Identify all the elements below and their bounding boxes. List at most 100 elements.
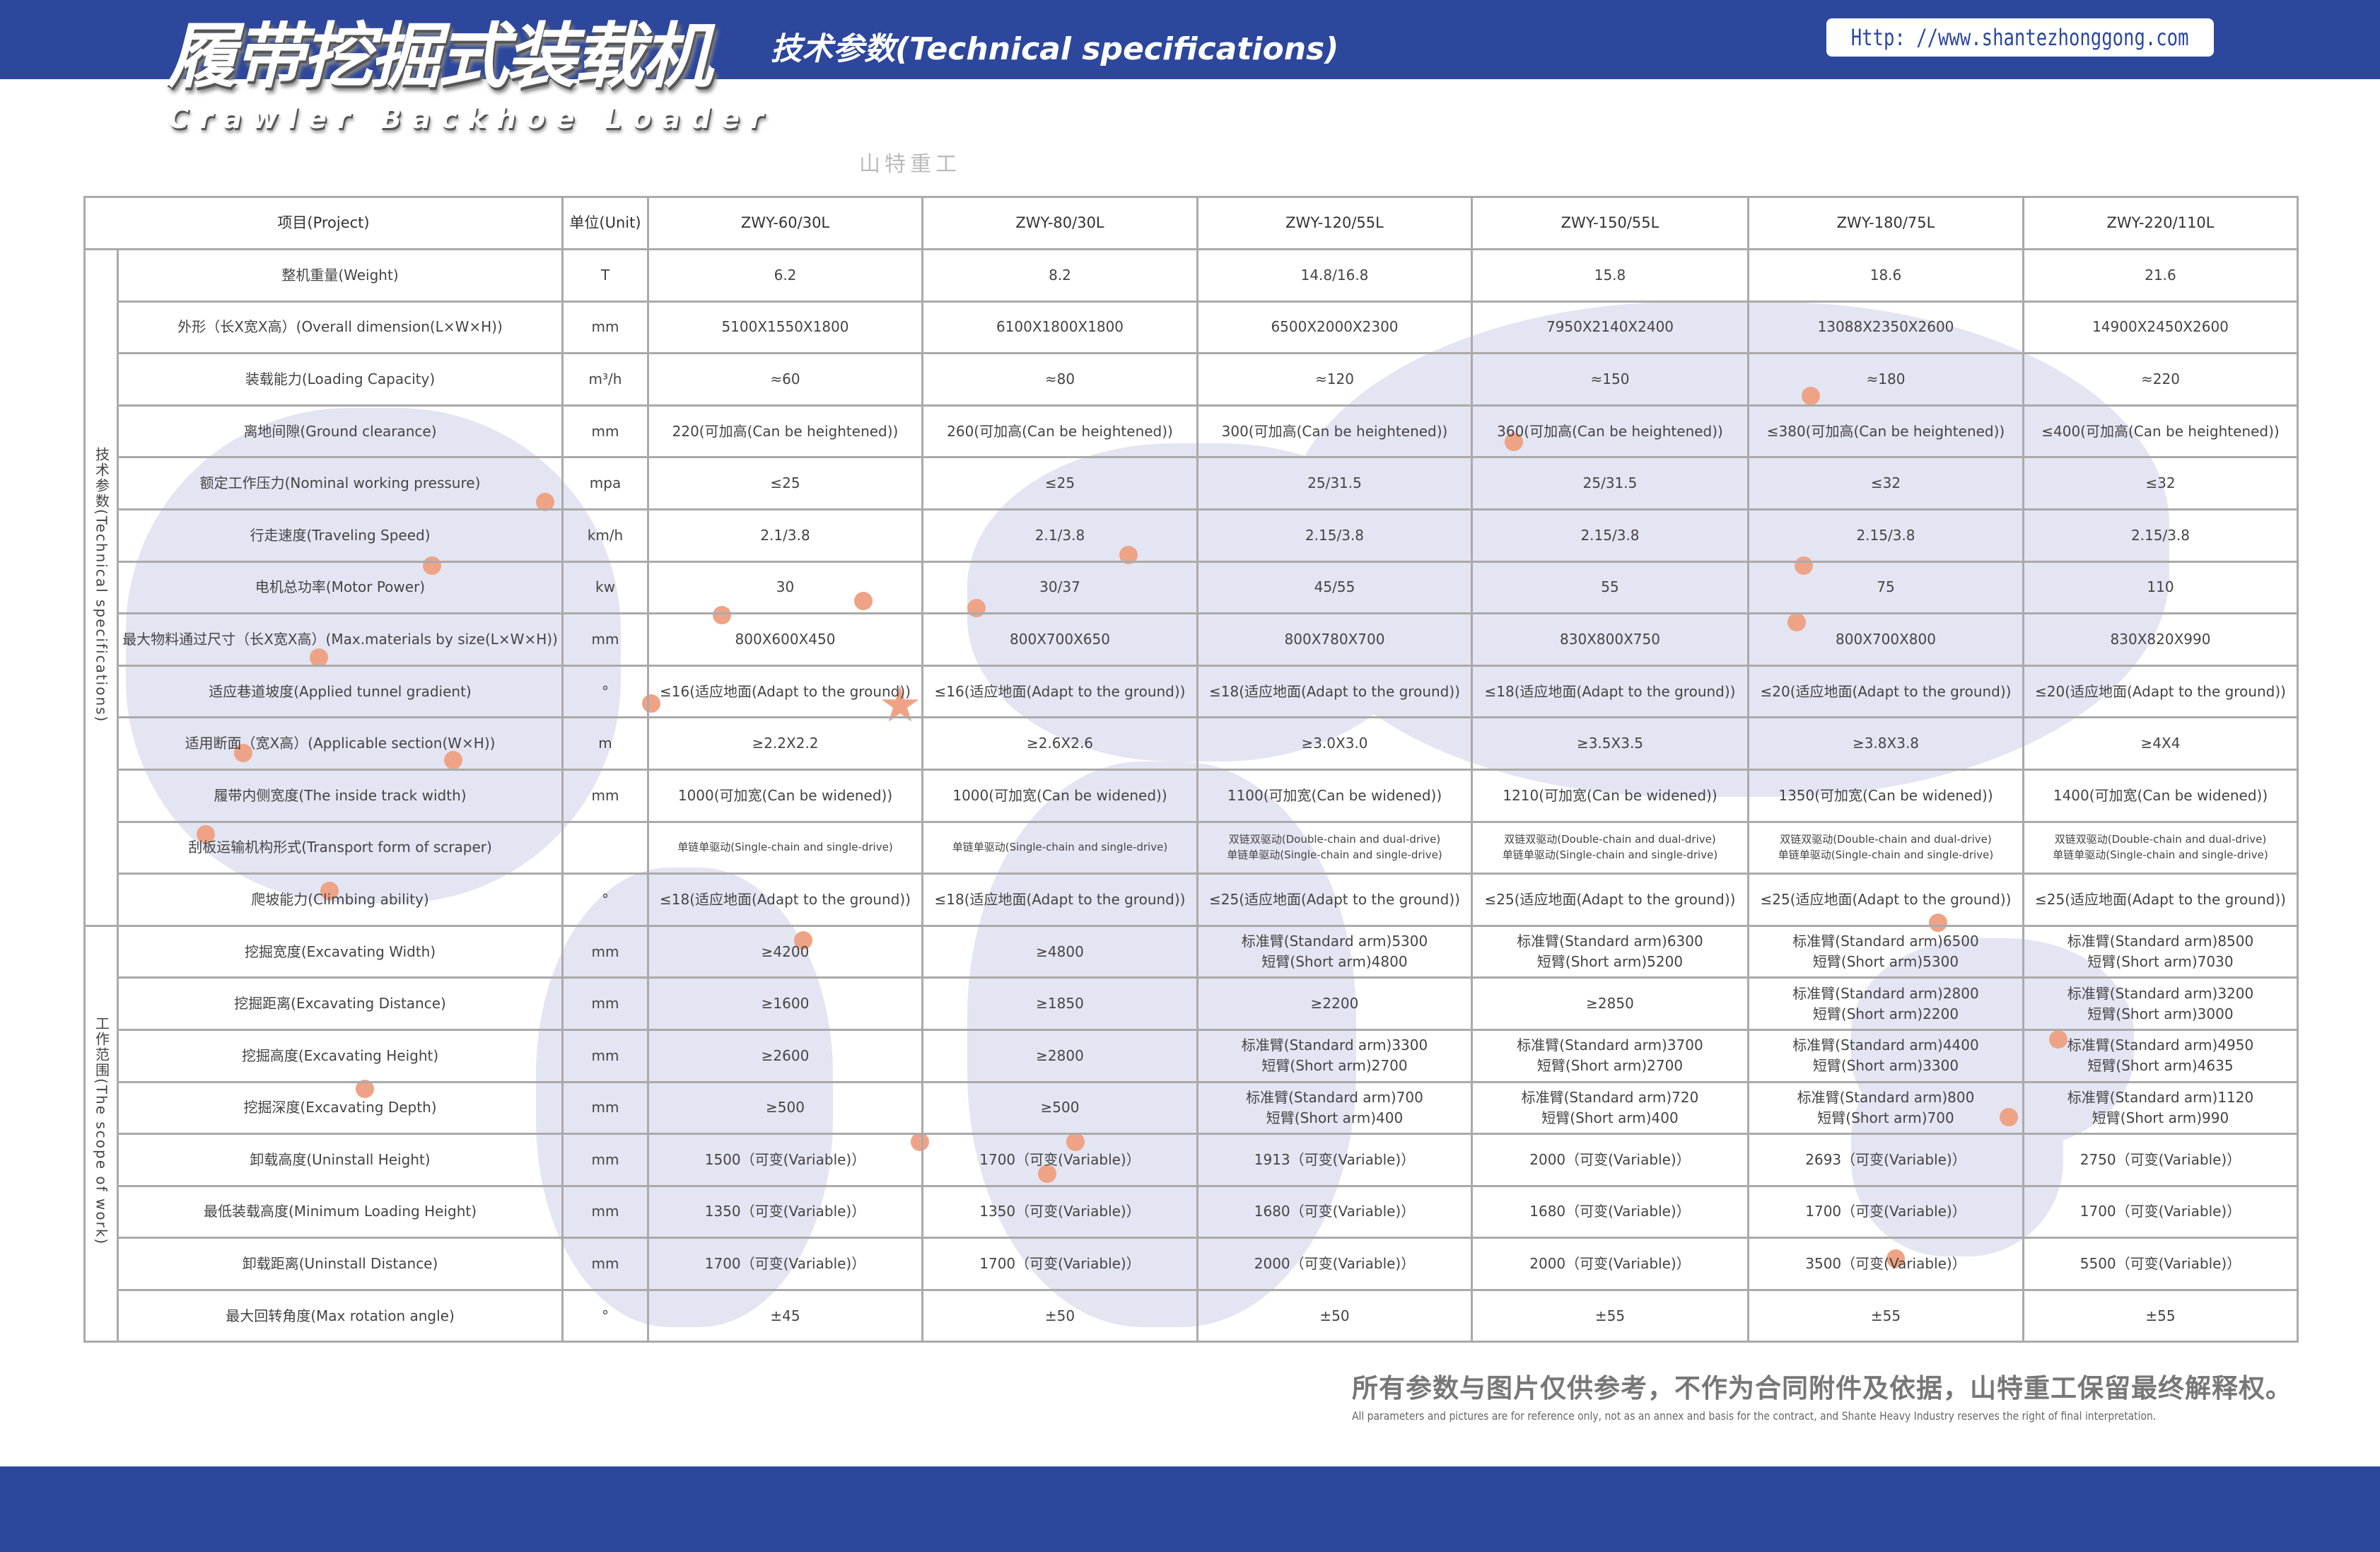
cell-line: 短臂(Short arm)2700 [1536,1057,1684,1075]
cell-line: 短臂(Short arm)4635 [2087,1057,2234,1075]
footer-band [0,1466,2380,1552]
table-cell: ≥3.0X3.0 [1196,716,1473,771]
cell-line: 双链双驱动(Double-chain and dual-drive) [1228,833,1441,846]
table-cell: 30 [647,560,923,615]
cell-line: 标准臂(Standard arm)3700 [1517,1037,1703,1054]
website-link[interactable]: Http: //www.shantezhonggong.com [1826,18,2214,57]
table-row: 卸载距离(Uninstall Distance) mm 1700（可变(Variab… [85,1237,2299,1291]
cell-line: 双链双驱动(Double-chain and dual-drive) [1504,833,1716,846]
table-row: 卸载高度(Uninstall Height) mm 1500（可变(Variable… [85,1133,2299,1187]
cell-line: 单链单驱动(Single-chain and single-drive) [1227,848,1442,861]
row-unit: mm [561,976,649,1031]
row-label: 适用断面（宽X高）(Applicable section(W×H)) [117,716,564,771]
table-row: 适应巷道坡度(Applied tunnel gradient) ° ≤16(适应地面… [85,664,2299,719]
table-cell: ±55 [1747,1288,2024,1343]
table-cell: 260(可加高(Can be heightened)) [921,404,1198,459]
table-cell: 45/55 [1196,560,1473,615]
row-unit: mm [561,300,649,355]
cell-line: 短臂(Short arm)400 [1541,1109,1679,1126]
table-row: 行走速度(Traveling Speed) km/h 2.1/3.8 2.1/3.8 2… [85,508,2299,563]
row-unit: mm [561,1080,649,1136]
cell-line: 短臂(Short arm)3300 [1812,1057,1959,1075]
cell-line: 标准臂(Standard arm)800 [1797,1088,1975,1106]
cell-line: 标准臂(Standard arm)2800 [1792,984,1979,1002]
row-unit: mm [561,1028,649,1083]
table-cell: 标准臂(Standard arm)4400 短臂(Short arm)3300 [1747,1028,2024,1083]
table-cell: 双链双驱动(Double-chain and dual-drive) 单链单驱动(… [1471,820,1749,875]
table-cell: 标准臂(Standard arm)6500 短臂(Short arm)5300 [1747,924,2024,979]
row-unit: mm [561,1237,649,1291]
cell-line: 短臂(Short arm)400 [1266,1109,1404,1126]
page-title: 履带挖掘式装载机 [166,15,712,98]
table-cell: ≥2800 [921,1028,1198,1083]
cell-line: 短臂(Short arm)2700 [1261,1057,1408,1075]
table-row: 额定工作压力(Nominal working pressure) mpa ≤25 ≤2… [85,456,2299,510]
table-cell: ≤18(适应地面(Adapt to the ground)) [921,873,1198,927]
cell-line: 单链单驱动(Single-chain and single-drive) [677,840,893,853]
header-model: ZWY-180/75L [1747,196,2024,250]
table-cell: 单链单驱动(Single-chain and single-drive) [647,820,923,875]
table-cell: ≥3.5X3.5 [1471,716,1749,771]
table-cell: ≤25(适应地面(Adapt to the ground)) [1747,873,2024,927]
table-cell: ≤400(可加高(Can be heightened)) [2022,404,2299,459]
table-cell: 55 [1471,560,1749,615]
header-model: ZWY-120/55L [1196,196,1473,250]
disclaimer-chinese: 所有参数与图片仅供参考，不作为合同附件及依据，山特重工保留最终解释权。 [1352,1373,2292,1404]
row-label: 离地间隙(Ground clearance) [117,404,564,459]
table-cell: ≈60 [647,352,923,407]
row-unit: kw [561,560,649,615]
section-label-cell: 工作范围(The scope of work) [83,924,119,1343]
table-cell: 1680（可变(Variable)） [1471,1184,1749,1239]
table-cell: ≥2.6X2.6 [921,716,1198,771]
row-unit [561,820,649,875]
table-cell: 220(可加高(Can be heightened)) [647,404,923,459]
table-cell: ≥1600 [647,976,923,1031]
table-cell: 1700（可变(Variable)） [921,1133,1198,1187]
table-cell: ≤18(适应地面(Adapt to the ground)) [1471,664,1749,719]
table-cell: 830X820X990 [2022,612,2299,667]
header-model: ZWY-220/110L [2022,196,2299,250]
table-cell: 单链单驱动(Single-chain and single-drive) [921,820,1198,875]
table-row: 挖掘距离(Excavating Distance) mm ≥1600 ≥1850 ≥22… [85,976,2299,1031]
cell-line: 单链单驱动(Single-chain and single-drive) [1778,848,1994,861]
table-cell: 标准臂(Standard arm)5300 短臂(Short arm)4800 [1196,924,1473,979]
table-cell: 1100(可加宽(Can be widened)) [1196,768,1473,823]
table-cell: 360(可加高(Can be heightened)) [1471,404,1749,459]
table-cell: 标准臂(Standard arm)1120 短臂(Short arm)990 [2022,1080,2299,1136]
table-row: 装载能力(Loading Capacity) m³/h ≈60 ≈80 ≈120 ≈150… [85,352,2299,407]
row-label: 卸载高度(Uninstall Height) [117,1133,564,1187]
row-unit: km/h [561,508,649,563]
row-unit: mm [561,1184,649,1239]
table-row: 电机总功率(Motor Power) kw 30 30/37 45/55 55 75 110 [85,560,2299,615]
table-cell: 标准臂(Standard arm)700 短臂(Short arm)400 [1196,1080,1473,1136]
header-project: 项目(Project) [83,196,564,250]
website-url[interactable]: Http: //www.shantezhonggong.com [1851,24,2189,51]
table-cell: ≤25(适应地面(Adapt to the ground)) [1196,873,1473,927]
row-unit: mm [561,612,649,667]
table-cell: 1700（可变(Variable)） [647,1237,923,1291]
table-cell: 1350（可变(Variable)） [647,1184,923,1239]
table-cell: 1500（可变(Variable)） [647,1133,923,1187]
row-label: 行走速度(Traveling Speed) [117,508,564,563]
header-model: ZWY-60/30L [647,196,923,250]
table-cell: ≥1850 [921,976,1198,1031]
table-cell: 2.15/3.8 [2022,508,2299,563]
row-label: 装载能力(Loading Capacity) [117,352,564,407]
table-cell: 1350(可加宽(Can be widened)) [1747,768,2024,823]
table-cell: 2.1/3.8 [647,508,923,563]
cell-line: 标准臂(Standard arm)6500 [1792,933,1979,950]
table-cell: ≤18(适应地面(Adapt to the ground)) [1196,664,1473,719]
table-row: 爬坡能力(Climbing ability) ° ≤18(适应地面(Adapt to… [85,873,2299,927]
table-cell: 25/31.5 [1196,456,1473,510]
table-cell: 14.8/16.8 [1196,248,1473,303]
disclaimer-english: All parameters and pictures are for refe… [1352,1409,2157,1423]
table-cell: 1400(可加宽(Can be widened)) [2022,768,2299,823]
table-cell: 标准臂(Standard arm)3300 短臂(Short arm)2700 [1196,1028,1473,1083]
table-cell: 1700（可变(Variable)） [921,1237,1198,1291]
cell-line: 标准臂(Standard arm)8500 [2067,933,2254,950]
row-label: 卸载距离(Uninstall Distance) [117,1237,564,1291]
table-cell: 830X800X750 [1471,612,1749,667]
table-header-row: 项目(Project) 单位(Unit) ZWY-60/30L ZWY-80/3… [83,196,2299,250]
cell-line: 短臂(Short arm)2200 [1812,1005,1959,1022]
table-cell: 30/37 [921,560,1198,615]
